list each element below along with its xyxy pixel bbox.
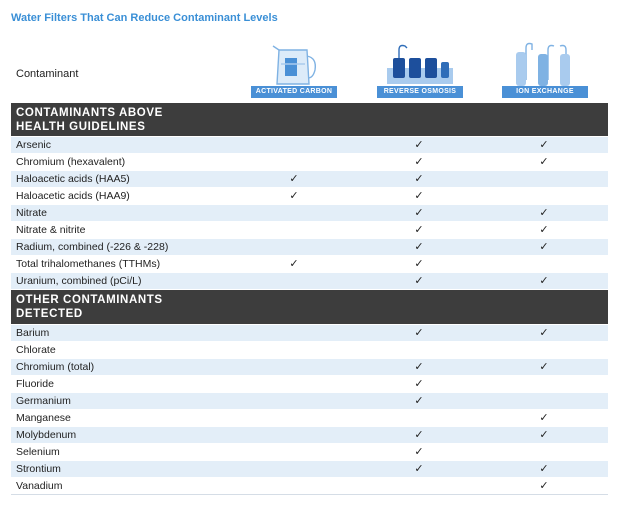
check-icon: ✓: [539, 275, 549, 287]
contaminant-name: Nitrate: [16, 207, 47, 219]
check-icon: ✓: [414, 275, 424, 287]
page-title: Water Filters That Can Reduce Contaminan…: [11, 12, 278, 24]
check-icon: ✓: [414, 446, 424, 458]
filter-column-reverse-osmosis: REVERSE OSMOSIS: [377, 40, 463, 98]
check-icon: ✓: [539, 139, 549, 151]
table-row: Nitrate ✓ ✓: [11, 205, 608, 222]
table-row: Selenium ✓: [11, 444, 608, 461]
contaminant-name: Total trihalomethanes (TTHMs): [16, 258, 161, 270]
check-icon: ✓: [414, 241, 424, 253]
check-icon: ✓: [539, 224, 549, 236]
table-row: Fluoride ✓: [11, 376, 608, 393]
table-row: Chromium (total) ✓ ✓: [11, 359, 608, 376]
contaminant-name: Fluoride: [16, 378, 54, 390]
section-title-line: DETECTED: [16, 308, 83, 320]
check-icon: ✓: [289, 173, 299, 185]
table-row: Chlorate: [11, 342, 608, 359]
check-icon: ✓: [539, 241, 549, 253]
table-row: Molybdenum ✓ ✓: [11, 427, 608, 444]
check-icon: ✓: [539, 480, 549, 492]
check-icon: ✓: [289, 258, 299, 270]
filter-label-activated-carbon: ACTIVATED CARBON: [251, 86, 337, 98]
section-header-above-guidelines: CONTAMINANTS ABOVE HEALTH GUIDELINES: [11, 103, 608, 136]
table-row: Radium, combined (-226 & -228) ✓ ✓: [11, 239, 608, 256]
section-rows-other-detected: Barium ✓ ✓ Chlorate Chromium (total) ✓ ✓ Fluori…: [11, 325, 608, 495]
check-icon: ✓: [539, 156, 549, 168]
check-icon: ✓: [539, 463, 549, 475]
table-row: Uranium, combined (pCi/L) ✓ ✓: [11, 273, 608, 290]
table-row: Germanium ✓: [11, 393, 608, 410]
check-icon: ✓: [414, 361, 424, 373]
check-icon: ✓: [414, 429, 424, 441]
table-row: Manganese ✓: [11, 410, 608, 427]
section-rows-above-guidelines: Arsenic ✓ ✓ Chromium (hexavalent) ✓ ✓ Haloacet…: [11, 137, 608, 290]
contaminant-name: Haloacetic acids (HAA9): [16, 190, 130, 202]
check-icon: ✓: [539, 429, 549, 441]
contaminant-name: Arsenic: [16, 139, 52, 151]
check-icon: ✓: [414, 258, 424, 270]
check-icon: ✓: [539, 361, 549, 373]
check-icon: ✓: [289, 190, 299, 202]
section-header-other-detected: OTHER CONTAMINANTS DETECTED: [11, 290, 608, 324]
section-title-line: HEALTH GUIDELINES: [16, 121, 146, 133]
check-icon: ✓: [414, 156, 424, 168]
contaminant-name: Molybdenum: [16, 429, 77, 441]
check-icon: ✓: [414, 224, 424, 236]
table-header: Contaminant ACTIVATED CARBON REVERS: [11, 40, 608, 102]
contaminant-name: Manganese: [16, 412, 71, 424]
contaminant-name: Chromium (hexavalent): [16, 156, 126, 168]
check-icon: ✓: [414, 327, 424, 339]
contaminant-name: Barium: [16, 327, 50, 339]
filter-label-reverse-osmosis: REVERSE OSMOSIS: [377, 86, 463, 98]
table-row: Nitrate & nitrite ✓ ✓: [11, 222, 608, 239]
check-icon: ✓: [414, 139, 424, 151]
ion-exchange-tanks-icon: [516, 42, 570, 86]
table-row: Chromium (hexavalent) ✓ ✓: [11, 154, 608, 171]
table-row: Barium ✓ ✓: [11, 325, 608, 342]
check-icon: ✓: [414, 207, 424, 219]
table-row: Haloacetic acids (HAA9) ✓ ✓: [11, 188, 608, 205]
contaminant-name: Radium, combined (-226 & -228): [16, 241, 169, 253]
check-icon: ✓: [414, 395, 424, 407]
check-icon: ✓: [539, 207, 549, 219]
filter-column-activated-carbon: ACTIVATED CARBON: [251, 40, 337, 98]
section-title-line: OTHER CONTAMINANTS: [16, 294, 163, 306]
check-icon: ✓: [414, 378, 424, 390]
filter-column-ion-exchange: ION EXCHANGE: [502, 40, 588, 98]
check-icon: ✓: [539, 412, 549, 424]
section-title-line: CONTAMINANTS ABOVE: [16, 107, 163, 119]
filter-label-ion-exchange: ION EXCHANGE: [502, 86, 588, 98]
check-icon: ✓: [414, 463, 424, 475]
pitcher-filter-icon: [272, 45, 317, 85]
table-row: Vanadium ✓: [11, 478, 608, 495]
reverse-osmosis-unit-icon: [387, 44, 453, 84]
contaminant-name: Vanadium: [16, 480, 63, 492]
contaminant-column-header: Contaminant: [16, 68, 79, 80]
check-icon: ✓: [414, 190, 424, 202]
contaminant-name: Chromium (total): [16, 361, 95, 373]
table-row: Arsenic ✓ ✓: [11, 137, 608, 154]
table-row: Total trihalomethanes (TTHMs) ✓ ✓: [11, 256, 608, 273]
check-icon: ✓: [414, 173, 424, 185]
table-row: Haloacetic acids (HAA5) ✓ ✓: [11, 171, 608, 188]
contaminant-name: Germanium: [16, 395, 71, 407]
check-icon: ✓: [539, 327, 549, 339]
contaminant-name: Chlorate: [16, 344, 56, 356]
contaminant-name: Nitrate & nitrite: [16, 224, 86, 236]
contaminant-name: Uranium, combined (pCi/L): [16, 275, 142, 287]
contaminant-name: Haloacetic acids (HAA5): [16, 173, 130, 185]
contaminant-name: Selenium: [16, 446, 60, 458]
table-row: Strontium ✓ ✓: [11, 461, 608, 478]
table-bottom-border: [11, 494, 608, 495]
contaminant-name: Strontium: [16, 463, 61, 475]
